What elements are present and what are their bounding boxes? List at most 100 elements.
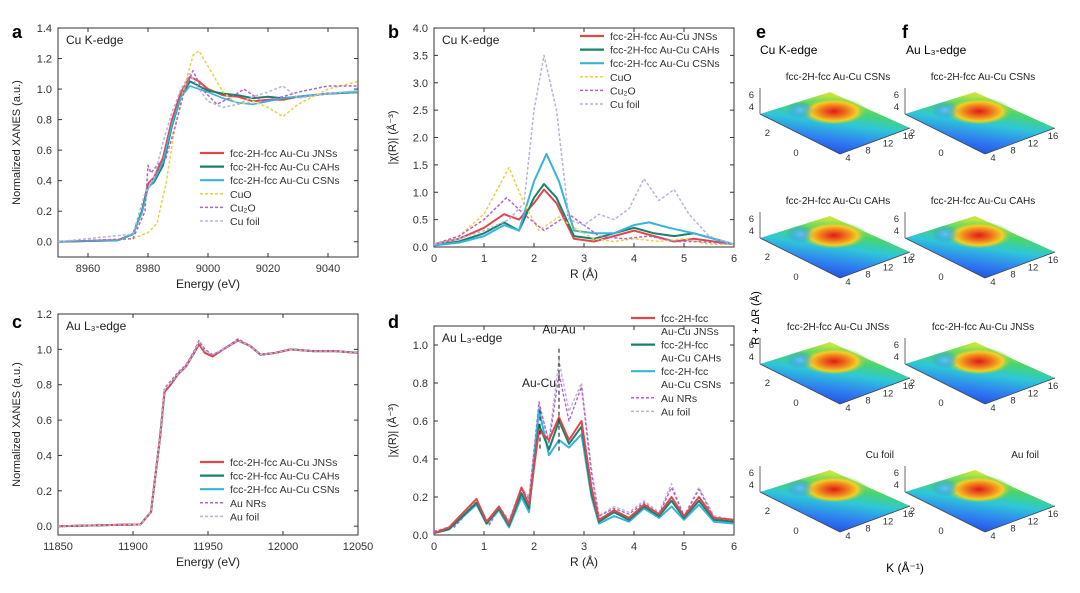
- surface-r-axis: [759, 491, 841, 533]
- legend-label-d-3: Au NRs: [661, 393, 697, 405]
- surface-k-tick: 16: [903, 131, 914, 142]
- surface-k-tick: 8: [1010, 270, 1015, 281]
- panel-letter-b: b: [388, 22, 399, 42]
- surface-k-tick: 12: [1028, 516, 1039, 527]
- y-tick-label-b: 0.5: [413, 215, 428, 227]
- surface-k-axis: [984, 377, 1056, 405]
- series-line-c-0: [58, 339, 358, 528]
- y-tick-label-b: 0.0: [413, 242, 428, 254]
- y-tick-label-d: 0.2: [413, 492, 428, 504]
- surface-k-tick: 12: [883, 262, 894, 273]
- legend-label-c-1: fcc-2H-fcc Au-Cu CAHs: [230, 471, 340, 483]
- x-tick-label-c: 12050: [343, 541, 374, 553]
- x-tick-label-c: 12000: [268, 541, 299, 553]
- surface-k-tick: 16: [903, 509, 914, 520]
- y-tick-label-c: 0.2: [37, 486, 52, 498]
- y-tick-label-b: 3.0: [413, 78, 428, 90]
- y-tick-label-c: 1.2: [37, 309, 52, 321]
- x-tick-label-b: 3: [581, 253, 587, 265]
- y-tick-label-c: 0.8: [37, 380, 52, 392]
- surface-r-tick: 2: [910, 128, 915, 139]
- surface-k-axis: [839, 505, 911, 533]
- series-line-a-5: [58, 73, 358, 243]
- surface-zero-tick: 0: [938, 526, 943, 537]
- surface-k-tick: 4: [990, 531, 995, 542]
- surface-label-e-3: Cu foil: [866, 450, 894, 461]
- chart-a: 8960 8980 9000 9020 9040 0.0 0.2 0.4 0.6 0.8 1.0 1.…: [11, 23, 359, 291]
- surface-bump: [786, 225, 814, 243]
- surface-bump: [786, 351, 814, 369]
- series-line-a-2: [58, 85, 358, 243]
- x-tick-label-d: 6: [731, 541, 737, 553]
- surface-label-e-0: fcc-2H-fcc Au-Cu CSNs: [786, 72, 890, 83]
- surface-k-tick: 4: [845, 403, 850, 414]
- surface-r-axis: [904, 237, 986, 279]
- surface-k-axis: [984, 505, 1056, 533]
- series-line-b-1: [434, 183, 734, 247]
- x-tick-label-b: 4: [631, 253, 637, 265]
- chart-title-b: Cu K-edge: [442, 33, 500, 47]
- panel-letter-d: d: [388, 312, 399, 332]
- surface-zero-tick: 0: [793, 398, 798, 409]
- x-tick-label-a: 9040: [316, 263, 340, 275]
- surface-peak: [800, 96, 868, 124]
- surface-zero-tick: 0: [938, 272, 943, 283]
- x-tick-label-c: 11900: [118, 541, 148, 553]
- surface-k-axis: [984, 127, 1056, 155]
- x-tick-label-a: 8980: [136, 263, 160, 275]
- chart-title-d: Au L₃-edge: [442, 331, 503, 345]
- x-tick-label-b: 0: [431, 253, 437, 265]
- y-axis-label-c: Normalized XANES (a.u.): [11, 362, 23, 487]
- surface-r-axis: [904, 363, 986, 405]
- y-tick-label-c: 0.4: [37, 450, 52, 462]
- surface-bump: [931, 225, 959, 243]
- legend-label-d-1: fcc-2H-fcc: [661, 340, 708, 352]
- surface-r-tick: 4: [749, 352, 754, 363]
- surface-peak: [945, 474, 1013, 502]
- y-tick-label-a: 0.4: [37, 176, 52, 188]
- surface-label-f-3: Au foil: [1011, 450, 1039, 461]
- surface-label-e-2: fcc-2H-fcc Au-Cu JNSs: [787, 322, 889, 333]
- surface-r-axis: [759, 237, 841, 279]
- surface-k-axis: [839, 251, 911, 279]
- surface-bump: [931, 351, 959, 369]
- chart-c: 11850 11900 11950 12000 12050 0.0 0.2 0.4 0.6 0.8…: [11, 309, 373, 569]
- series-line-c-1: [58, 339, 358, 528]
- surface-k-tick: 4: [990, 277, 995, 288]
- x-tick-label-b: 2: [531, 253, 537, 265]
- x-tick-label-b: 1: [481, 253, 487, 265]
- surface-k-axis: [839, 127, 911, 155]
- legend-label-b-3: CuO: [610, 72, 632, 84]
- surface-peak: [800, 220, 868, 248]
- surface-r-axis: [904, 491, 986, 533]
- series-line-d-3: [434, 420, 734, 535]
- surface-r-tick: 2: [765, 378, 770, 389]
- surface-r-tick: 4: [894, 352, 899, 363]
- y-tick-label-a: 0.0: [37, 237, 52, 249]
- x-tick-label-a: 8960: [76, 263, 100, 275]
- y-tick-label-b: 1.5: [413, 160, 428, 172]
- surface-r-tick: 4: [749, 480, 754, 491]
- x-tick-label-d: 0: [431, 541, 437, 553]
- surface-peak: [945, 346, 1013, 374]
- x-tick-label-d: 3: [581, 541, 587, 553]
- y-tick-label-b: 3.5: [413, 50, 428, 62]
- series-line-b-3: [434, 166, 734, 246]
- surface-r-tick: 6: [749, 90, 754, 101]
- series-line-b-5: [434, 54, 734, 246]
- surface-k-axis: [984, 251, 1056, 279]
- surface-x-axis-label: K (Å⁻¹): [886, 560, 924, 575]
- legend-label-b-5: Cu foil: [610, 99, 640, 111]
- y-tick-label-a: 1.0: [37, 84, 52, 96]
- surface-label-f-0: fcc-2H-fcc Au-Cu CSNs: [931, 72, 1035, 83]
- y-axis-label-d: |χ(R)| (Å⁻³): [386, 404, 399, 458]
- y-axis-label-a: Normalized XANES (a.u.): [11, 80, 23, 205]
- series-line-b-2: [434, 152, 734, 247]
- legend-label-b-0: fcc-2H-fcc Au-Cu JNSs: [610, 31, 717, 43]
- x-axis-label-c: Energy (eV): [176, 555, 240, 569]
